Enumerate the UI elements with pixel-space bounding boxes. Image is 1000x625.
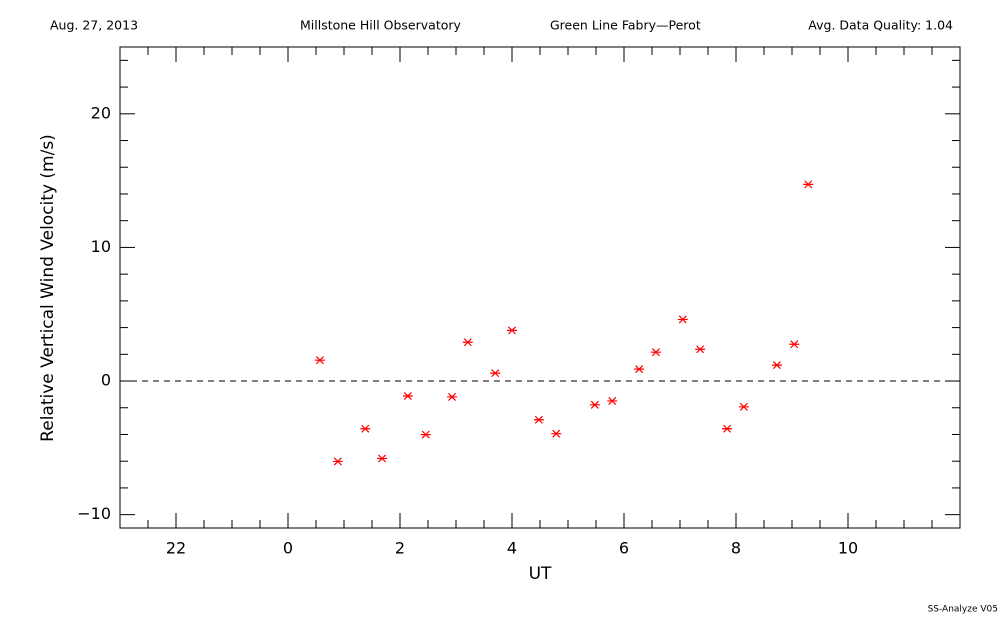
quality: Avg. Data Quality: 1.04 <box>808 18 953 33</box>
data-point <box>462 338 473 347</box>
footer: SS-Analyze V05 <box>928 605 998 615</box>
y-tick-label: −10 <box>77 504 111 523</box>
data-point <box>377 454 388 463</box>
x-tick-label: 2 <box>395 539 405 558</box>
y-axis-label: Relative Vertical Wind Velocity (m/s) <box>38 134 58 442</box>
data-point <box>447 392 458 401</box>
data-point <box>789 340 800 349</box>
x-tick-label: 22 <box>166 539 186 558</box>
data-point <box>360 424 371 433</box>
data-point <box>551 429 562 438</box>
data-point <box>738 402 749 411</box>
data-point <box>314 356 325 365</box>
data-point <box>722 424 733 433</box>
data-point <box>589 400 600 409</box>
data-point <box>332 457 343 466</box>
data-point <box>533 415 544 424</box>
data-point <box>803 180 814 189</box>
x-axis-label: UT <box>529 564 552 584</box>
site: Millstone Hill Observatory <box>300 18 462 33</box>
data-point <box>650 348 661 357</box>
data-point <box>402 391 413 401</box>
instrument: Green Line Fabry—Perot <box>550 18 701 33</box>
x-tick-label: 0 <box>283 539 293 558</box>
y-tick-label: 10 <box>91 237 111 256</box>
data-point <box>677 315 688 324</box>
data-point <box>771 361 782 370</box>
y-tick-label: 20 <box>91 103 111 122</box>
date: Aug. 27, 2013 <box>50 18 138 33</box>
data-point <box>420 430 431 439</box>
data-point <box>607 396 618 405</box>
x-tick-label: 6 <box>619 539 629 558</box>
plot-frame <box>119 46 961 529</box>
x-tick-label: 8 <box>731 539 741 558</box>
data-point <box>695 345 706 354</box>
data-point <box>507 326 517 335</box>
data-point <box>490 369 501 378</box>
x-tick-label: 10 <box>838 539 858 558</box>
x-tick-label: 4 <box>507 539 517 558</box>
data-point <box>634 365 645 374</box>
y-tick-label: 0 <box>101 371 111 390</box>
